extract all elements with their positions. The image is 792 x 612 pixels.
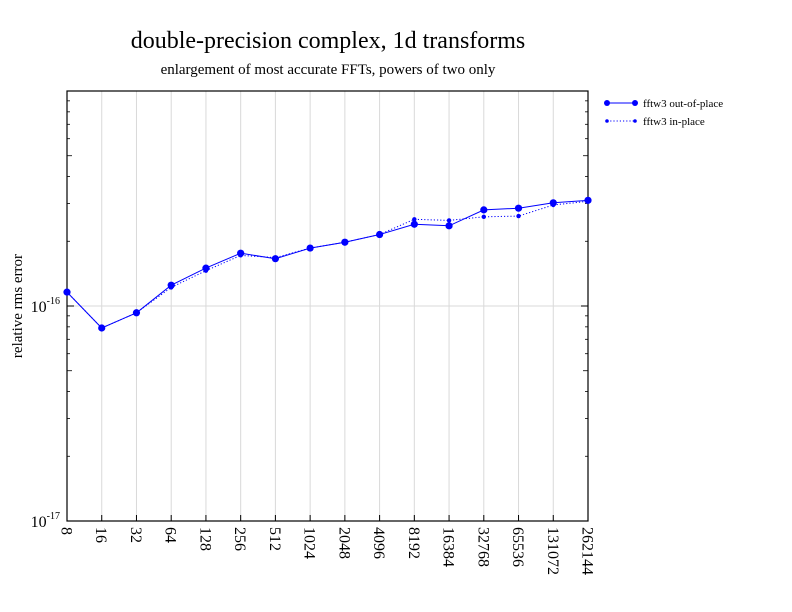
y-axis-label: relative rms error [10,254,26,358]
series-2-point [412,217,417,222]
x-tick-label: 65536 [509,527,526,567]
x-tick-label: 4096 [370,527,387,559]
x-tick-label: 128 [196,527,213,551]
legend-label-1: fftw3 out-of-place [643,98,723,110]
x-tick-label: 8 [58,527,75,535]
chart-subtitle: enlargement of most accurate FFTs, power… [160,62,496,78]
x-axis-ticks: 8 16 32 64 128 256 512 1024 2048 4096 8192 16384 327… [58,515,596,575]
series-2-point [134,310,139,315]
series-1-point [445,222,453,230]
series-1-point [410,220,418,228]
x-tick-label: 16384 [440,527,457,567]
x-tick-label: 131072 [544,527,561,575]
x-tick-label: 2048 [335,527,352,559]
series-2-point [203,268,209,273]
y-axis-ticks: 10-16 10-17 [31,100,588,531]
legend-marker [633,119,637,123]
x-tick-label: 1024 [301,527,318,559]
series-1-point [480,206,488,214]
series-1-point [514,204,523,212]
series-2-point [377,232,382,237]
series-2-point [516,213,521,219]
y-tick-label: 10-17 [31,511,60,531]
x-tick-label: 64 [162,527,179,543]
series-2-point [64,289,70,295]
series-line-1 [66,199,589,329]
series-2-point [169,285,174,290]
x-tick-label: 32768 [474,527,491,567]
series-line-2 [66,200,589,329]
legend-marker [605,119,609,123]
legend-label-2: fftw3 in-place [643,116,705,128]
series-2-point [342,240,348,245]
chart-title: double-precision complex, 1d transforms [130,28,526,54]
x-tick-label: 256 [231,527,248,551]
series-2-point [307,245,313,251]
series-2-point [273,255,278,260]
legend-marker [632,100,638,106]
legend-marker [604,100,610,106]
series-2-point [551,202,556,208]
legend: fftw3 out-of-place fftw3 in-place [604,98,723,128]
x-tick-label: 32 [127,527,144,543]
x-tick-label: 16 [92,527,109,543]
series-2-point [585,199,591,204]
x-tick-label: 8192 [405,527,422,559]
y-tick-label: 10-16 [31,296,60,316]
series-2-point [481,214,486,219]
series-2-point [238,253,243,258]
x-tick-label: 512 [266,527,283,551]
x-tick-label: 262144 [579,527,596,575]
series-2-point [446,218,452,223]
grid-lines [67,91,588,521]
series-2-point [99,325,104,331]
series-group [63,196,592,332]
